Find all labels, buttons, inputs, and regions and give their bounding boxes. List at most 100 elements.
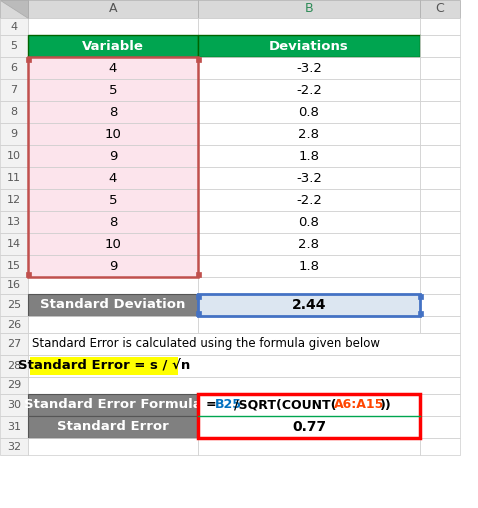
Bar (28, 79, 198, 101)
Bar (26, 57, 31, 62)
Text: 8: 8 (109, 215, 117, 229)
Bar (420, 277, 460, 294)
Bar (28, 416, 198, 438)
Text: 2.44: 2.44 (292, 298, 326, 312)
Text: 29: 29 (7, 380, 21, 391)
Bar (28, 333, 460, 355)
Bar (0, 394, 28, 416)
Text: -3.2: -3.2 (296, 172, 322, 184)
Text: 6: 6 (11, 63, 18, 73)
Bar (198, 57, 420, 79)
Bar (0, 79, 28, 101)
Text: 5: 5 (109, 83, 117, 97)
Bar (420, 57, 460, 79)
Bar (420, 394, 460, 416)
Bar (28, 438, 198, 455)
Text: 1.8: 1.8 (298, 260, 319, 272)
Bar (198, 233, 420, 255)
Text: 0.8: 0.8 (299, 106, 319, 118)
Bar (198, 35, 420, 57)
Bar (196, 294, 201, 299)
Text: 8: 8 (11, 107, 18, 117)
Bar (0, 333, 28, 355)
Text: Deviations: Deviations (269, 40, 349, 52)
Text: 2.8: 2.8 (298, 128, 319, 141)
Bar (420, 294, 460, 316)
Text: 4: 4 (109, 61, 117, 75)
Text: C: C (435, 3, 445, 16)
Text: 2.8: 2.8 (298, 238, 319, 250)
Text: 1.8: 1.8 (298, 149, 319, 163)
Bar (0, 145, 28, 167)
Text: B25: B25 (215, 398, 242, 411)
Bar (0, 438, 28, 455)
Bar (198, 123, 420, 145)
Bar (198, 416, 420, 438)
Bar (28, 145, 198, 167)
Bar (28, 277, 198, 294)
Bar (420, 0, 460, 18)
Bar (0, 294, 28, 316)
Text: 9: 9 (11, 129, 18, 139)
Text: 9: 9 (109, 260, 117, 272)
Text: 0.8: 0.8 (299, 215, 319, 229)
Bar (420, 438, 460, 455)
Bar (0, 211, 28, 233)
Bar (28, 189, 198, 211)
Bar (0, 35, 28, 57)
Text: 16: 16 (7, 280, 21, 291)
Bar (420, 233, 460, 255)
Text: 4: 4 (109, 172, 117, 184)
Bar (418, 294, 423, 299)
Bar (196, 57, 201, 62)
Bar (28, 355, 460, 377)
Text: 0.77: 0.77 (292, 420, 326, 434)
Bar (198, 101, 420, 123)
Text: 15: 15 (7, 261, 21, 271)
Bar (198, 79, 420, 101)
Text: Standard Error = s / √n: Standard Error = s / √n (18, 360, 190, 372)
Text: /SQRT(COUNT(: /SQRT(COUNT( (234, 398, 337, 411)
Polygon shape (0, 0, 28, 18)
Bar (0, 167, 28, 189)
Bar (418, 311, 423, 316)
Text: 12: 12 (7, 195, 21, 205)
Bar (198, 0, 420, 18)
Bar (28, 233, 198, 255)
Bar (198, 211, 420, 233)
Text: A: A (109, 3, 117, 16)
Text: 5: 5 (11, 41, 18, 51)
Text: 26: 26 (7, 320, 21, 330)
Text: 28: 28 (7, 361, 21, 371)
Text: 8: 8 (109, 106, 117, 118)
Text: 11: 11 (7, 173, 21, 183)
Bar (28, 394, 198, 416)
Text: Variable: Variable (82, 40, 144, 52)
Text: 31: 31 (7, 422, 21, 432)
Text: -2.2: -2.2 (296, 83, 322, 97)
Bar (196, 311, 201, 316)
Bar (420, 79, 460, 101)
Text: Standard Deviation: Standard Deviation (40, 299, 185, 311)
Text: 10: 10 (105, 128, 121, 141)
Bar (198, 394, 420, 416)
Bar (198, 145, 420, 167)
Text: 5: 5 (109, 194, 117, 206)
Text: 30: 30 (7, 400, 21, 410)
Bar (420, 18, 460, 35)
Bar (0, 316, 28, 333)
Bar (420, 35, 460, 57)
Bar (196, 272, 201, 277)
Bar (30, 357, 178, 375)
Text: 7: 7 (11, 85, 18, 95)
Bar (198, 167, 420, 189)
Bar (0, 0, 28, 18)
Bar (198, 189, 420, 211)
Bar (0, 355, 28, 377)
Text: 27: 27 (7, 339, 21, 349)
Bar (28, 255, 198, 277)
Bar (28, 0, 198, 18)
Bar (0, 57, 28, 79)
Bar (0, 189, 28, 211)
Bar (420, 316, 460, 333)
